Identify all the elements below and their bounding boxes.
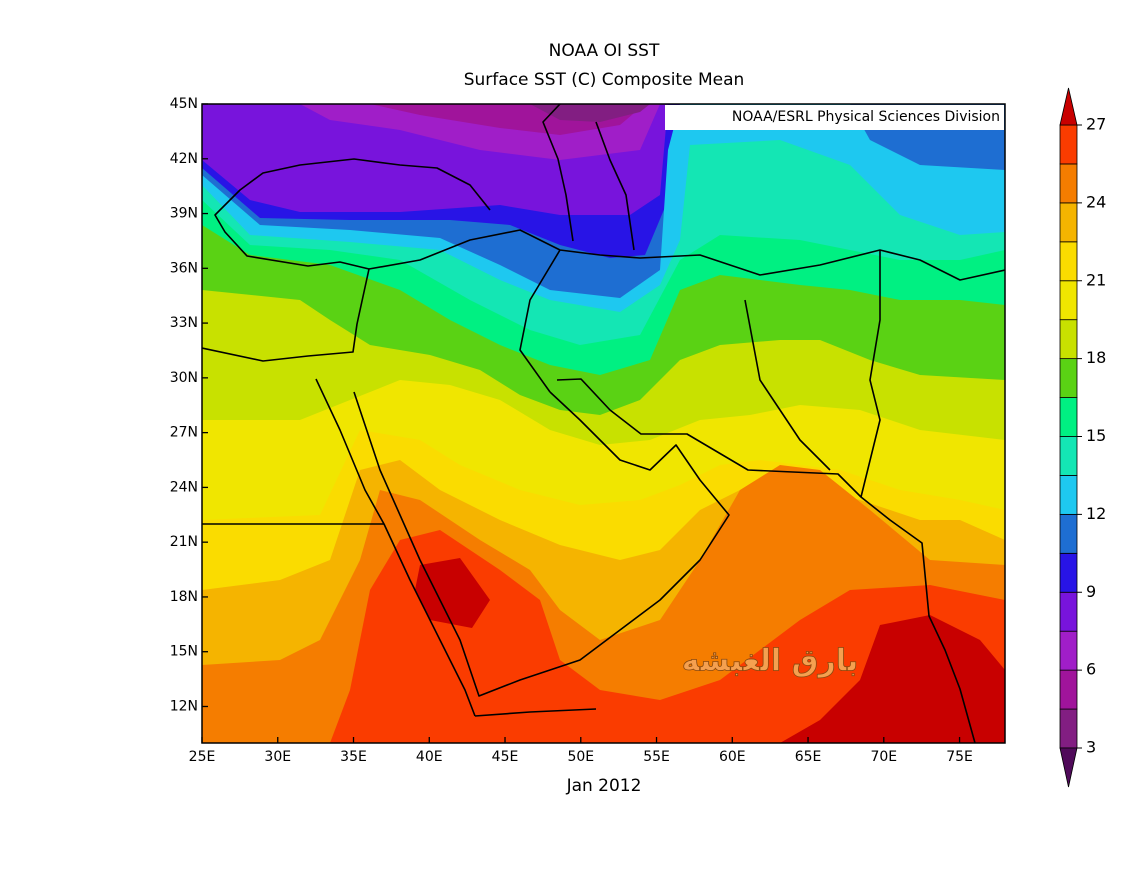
colorbar-box — [1059, 358, 1078, 398]
colorbar-tick-label: 9 — [1086, 582, 1096, 601]
colorbar-box — [1059, 436, 1078, 476]
y-tick-label: 24N — [170, 479, 198, 495]
title: NOAA OI SST — [549, 41, 660, 61]
colorbar-tick-label: 3 — [1086, 738, 1096, 757]
subtitle: Surface SST (C) Composite Mean — [464, 70, 745, 90]
y-tick-label: 36N — [170, 260, 198, 276]
x-tick-label: 45E — [492, 749, 519, 765]
coastline — [353, 391, 730, 697]
credit: NOAA/ESRL Physical Sciences Division — [732, 109, 1000, 125]
colorbar-tick-label: 12 — [1086, 504, 1106, 523]
x-tick-label: 50E — [567, 749, 594, 765]
y-tick-label: 12N — [170, 698, 198, 714]
colorbar-tick-label: 15 — [1086, 426, 1106, 445]
x-tick-label: 35E — [340, 749, 367, 765]
colorbar-box — [1059, 202, 1078, 243]
colorbar-over — [1059, 87, 1078, 126]
x-tick-label: 75E — [946, 749, 973, 765]
x-tick-label: 40E — [416, 749, 443, 765]
axes: 25E 30E 35E 40E 45E 50E 55E 60E 65E 70E 75E 12N 15N 1… — [170, 96, 973, 765]
colorbar-tick-label: 27 — [1086, 115, 1106, 134]
y-tick-label: 15N — [170, 644, 198, 660]
contour-fill — [415, 558, 490, 628]
credit-box — [665, 105, 1004, 130]
colorbar: 3 6 9 12 15 18 21 24 27 — [1059, 87, 1106, 788]
y-tick-label: 18N — [170, 589, 198, 605]
colorbar-box — [1059, 591, 1078, 632]
y-tick-label: 42N — [170, 151, 198, 167]
colorbar-box — [1059, 669, 1078, 710]
x-tick-label: 25E — [189, 749, 216, 765]
colorbar-box — [1059, 397, 1078, 437]
coastline — [474, 708, 597, 717]
watermark: بارق الغبشه — [682, 644, 859, 679]
y-tick-label: 45N — [170, 96, 198, 112]
colorbar-tick-label: 21 — [1086, 270, 1106, 289]
x-tick-label: 70E — [870, 749, 897, 765]
map-frame — [201, 103, 1006, 744]
colorbar-box — [1059, 280, 1078, 321]
y-tick-label: 27N — [170, 425, 198, 441]
colorbar-box — [1059, 475, 1078, 515]
x-tick-label: 65E — [795, 749, 822, 765]
colorbar-box — [1059, 513, 1078, 554]
y-tick-label: 30N — [170, 370, 198, 386]
y-tick-label: 21N — [170, 534, 198, 550]
colorbar-box — [1059, 708, 1078, 749]
colorbar-tick-label: 24 — [1086, 192, 1106, 211]
colorbar-box — [1059, 124, 1078, 165]
coastline — [202, 158, 491, 362]
colorbar-under — [1059, 747, 1078, 788]
coastline — [556, 378, 976, 743]
colorbar-box — [1059, 163, 1078, 204]
colorbar-box — [1059, 552, 1078, 593]
border — [368, 229, 1005, 281]
contour-field — [202, 104, 1005, 743]
colorbar-box — [1059, 630, 1078, 671]
colorbar-tick-label: 18 — [1086, 348, 1106, 367]
x-tick-label: 55E — [643, 749, 670, 765]
coastline — [542, 104, 635, 251]
colorbar-tick-label: 6 — [1086, 660, 1096, 679]
x-axis-label: Jan 2012 — [566, 776, 642, 796]
colorbar-box — [1059, 319, 1078, 360]
colorbar-box — [1059, 241, 1078, 282]
contour-fill — [330, 530, 1005, 743]
border — [519, 249, 881, 498]
x-tick-label: 60E — [719, 749, 746, 765]
x-tick-label: 30E — [264, 749, 291, 765]
contour-fill — [530, 104, 650, 122]
y-tick-label: 39N — [170, 206, 198, 222]
contour-fill — [780, 615, 1005, 743]
y-tick-label: 33N — [170, 315, 198, 331]
coastline — [315, 378, 476, 717]
